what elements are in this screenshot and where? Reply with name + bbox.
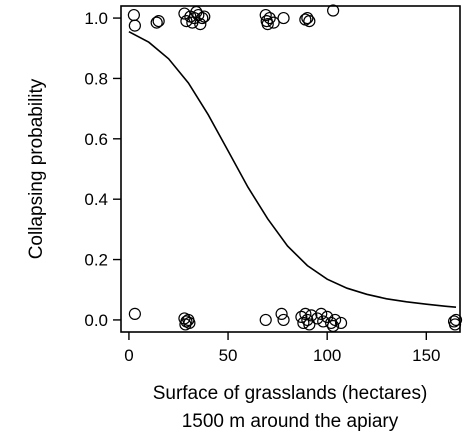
x-axis-title-line1: Surface of grasslands (hectares): [153, 383, 428, 404]
fitted-curve: [128, 30, 457, 308]
data-point: [180, 14, 193, 28]
x-tick-label: 0: [124, 346, 133, 365]
data-point: [327, 319, 340, 333]
data-point: [275, 307, 288, 320]
data-point: [150, 16, 163, 29]
y-tick-label: 0.8: [84, 69, 108, 88]
data-point: [194, 18, 207, 31]
data-point: [183, 316, 196, 330]
data-point: [277, 313, 290, 327]
data-point: [295, 310, 308, 324]
data-point: [327, 4, 340, 17]
data-point: [192, 8, 205, 22]
data-point: [321, 310, 334, 324]
y-axis: 0.0 0.2 0.4 0.6 0.8 1.0: [84, 9, 121, 330]
data-point: [128, 307, 141, 320]
data-point: [305, 309, 318, 322]
data-point: [448, 318, 462, 331]
x-axis: 0 50 100 150: [124, 332, 440, 365]
data-point: [317, 315, 330, 328]
data-point: [152, 14, 165, 28]
data-point: [196, 11, 209, 25]
data-point: [127, 8, 140, 22]
data-point: [325, 316, 338, 330]
x-tick-label: 100: [313, 346, 341, 365]
plot-frame: [120, 5, 461, 333]
data-point: [261, 18, 274, 31]
data-point: [329, 313, 342, 327]
data-point: [315, 307, 328, 320]
data-point: [311, 312, 324, 325]
data-point: [303, 14, 316, 28]
data-point: [334, 316, 348, 330]
data-point: [128, 19, 141, 32]
data-point: [277, 11, 290, 25]
y-tick-label: 0.6: [84, 130, 108, 149]
y-tick-label: 0.2: [84, 251, 108, 270]
y-axis-title: Collapsing probability: [26, 78, 47, 259]
data-point: [297, 316, 310, 330]
data-point: [259, 313, 272, 327]
data-point: [263, 11, 276, 25]
data-points: [127, 4, 463, 333]
data-point: [178, 7, 191, 20]
data-point: [259, 8, 272, 22]
y-tick-label: 1.0: [84, 9, 108, 28]
y-tick-label: 0.0: [84, 311, 108, 330]
data-point: [303, 318, 316, 331]
x-axis-title-line2: 1500 m around the apiary: [182, 411, 399, 432]
data-point: [198, 10, 211, 23]
data-point: [301, 11, 314, 25]
x-tick-label: 50: [219, 346, 238, 365]
x-tick-label: 150: [412, 346, 440, 365]
data-point: [449, 313, 463, 327]
data-point: [267, 16, 280, 29]
y-tick-label: 0.4: [84, 190, 108, 209]
data-point: [299, 307, 312, 320]
